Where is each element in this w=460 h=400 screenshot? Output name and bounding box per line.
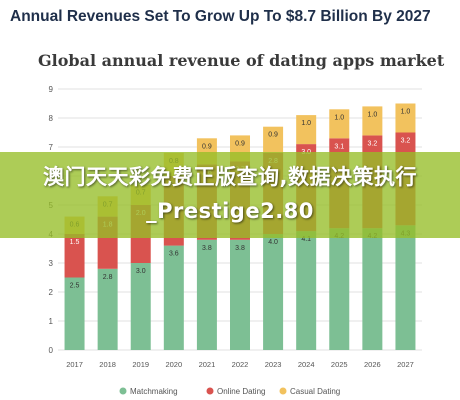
legend-marker [279, 387, 287, 395]
bar-segment [395, 103, 416, 133]
data-label: 3.2 [401, 138, 411, 145]
bar-segment [196, 239, 217, 350]
y-tick-label: 9 [49, 85, 54, 94]
legend-marker [206, 387, 214, 395]
y-tick-label: 7 [49, 143, 54, 152]
data-label: 0.9 [268, 132, 278, 139]
overlay-text: 澳门天天彩免费正版查询,数据决策执行_Prestige2.80 [43, 165, 417, 223]
bar-segment [64, 277, 85, 350]
bar-segment [97, 268, 118, 350]
legend-label: Casual Dating [290, 387, 340, 396]
data-label: 3.8 [235, 245, 245, 252]
x-tick-label: 2024 [298, 360, 315, 369]
overlay-banner [0, 152, 460, 238]
data-label: 0.9 [202, 143, 212, 150]
data-label: 4.1 [301, 236, 311, 243]
bar-segment [163, 245, 184, 350]
x-tick-label: 2025 [331, 360, 348, 369]
legend-label: Matchmaking [130, 387, 178, 396]
x-tick-label: 2018 [99, 360, 116, 369]
bar-segment [230, 239, 250, 350]
data-label: 3.0 [136, 268, 146, 275]
bar-segment [263, 126, 284, 153]
y-tick-label: 8 [49, 114, 54, 123]
data-label: 3.1 [334, 143, 344, 150]
x-tick-label: 2027 [397, 360, 414, 369]
x-tick-label: 2017 [66, 360, 83, 369]
y-tick-label: 2 [49, 288, 54, 297]
bar-segment [64, 234, 85, 278]
y-tick-label: 3 [49, 259, 54, 268]
data-label: 0.9 [235, 140, 245, 147]
bar-segment [329, 228, 350, 350]
data-label: 3.8 [202, 245, 212, 252]
data-label: 4.0 [268, 239, 278, 246]
data-label: 1.0 [301, 120, 311, 127]
x-tick-label: 2020 [165, 360, 182, 369]
x-tick-label: 2023 [265, 360, 282, 369]
y-tick-label: 0 [49, 346, 54, 355]
x-tick-label: 2021 [199, 360, 216, 369]
chart-title: Global annual revenue of dating apps mar… [38, 51, 445, 70]
bar-segment [130, 263, 151, 350]
data-label: 3.6 [169, 251, 179, 258]
data-label: 1.0 [334, 114, 344, 121]
y-tick-label: 1 [49, 317, 54, 326]
x-tick-label: 2019 [132, 360, 149, 369]
bar-segment [296, 115, 317, 145]
bar-segment [329, 109, 350, 139]
bar-segment [296, 231, 317, 350]
bar-segment [362, 228, 383, 350]
headline: Annual Revenues Set To Grow Up To $8.7 B… [10, 8, 431, 25]
legend-marker [119, 387, 127, 395]
data-label: 2.5 [70, 283, 80, 290]
data-label: 1.0 [367, 111, 377, 118]
data-label: 2.8 [103, 274, 113, 281]
data-label: 3.2 [367, 140, 377, 147]
data-label: 1.5 [70, 239, 80, 246]
bar-segment [263, 234, 284, 350]
legend-label: Online Dating [217, 387, 265, 396]
x-tick-label: 2026 [364, 360, 381, 369]
bar-segment [362, 106, 383, 136]
bar-segment [395, 225, 416, 350]
x-tick-label: 2022 [232, 360, 249, 369]
data-label: 1.0 [401, 109, 411, 116]
